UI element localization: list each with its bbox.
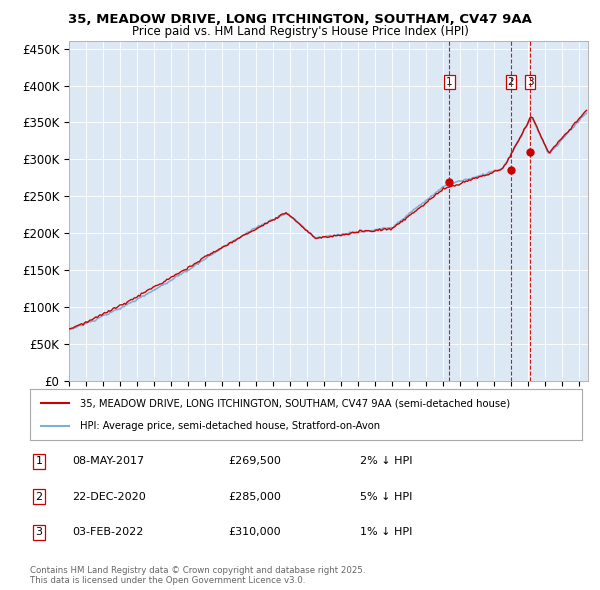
Text: 2: 2: [508, 77, 514, 87]
Text: 35, MEADOW DRIVE, LONG ITCHINGTON, SOUTHAM, CV47 9AA: 35, MEADOW DRIVE, LONG ITCHINGTON, SOUTH…: [68, 13, 532, 26]
Text: 1% ↓ HPI: 1% ↓ HPI: [360, 527, 412, 537]
Text: 22-DEC-2020: 22-DEC-2020: [72, 492, 146, 502]
Text: 03-FEB-2022: 03-FEB-2022: [72, 527, 143, 537]
Text: 5% ↓ HPI: 5% ↓ HPI: [360, 492, 412, 502]
Text: 08-MAY-2017: 08-MAY-2017: [72, 457, 144, 466]
Text: 3: 3: [35, 527, 43, 537]
Text: 1: 1: [446, 77, 452, 87]
Text: HPI: Average price, semi-detached house, Stratford-on-Avon: HPI: Average price, semi-detached house,…: [80, 421, 380, 431]
Text: 1: 1: [35, 457, 43, 466]
Text: 3: 3: [527, 77, 533, 87]
Text: 2% ↓ HPI: 2% ↓ HPI: [360, 457, 413, 466]
Text: £269,500: £269,500: [228, 457, 281, 466]
Text: £310,000: £310,000: [228, 527, 281, 537]
Text: Contains HM Land Registry data © Crown copyright and database right 2025.
This d: Contains HM Land Registry data © Crown c…: [30, 566, 365, 585]
Text: £285,000: £285,000: [228, 492, 281, 502]
Text: 35, MEADOW DRIVE, LONG ITCHINGTON, SOUTHAM, CV47 9AA (semi-detached house): 35, MEADOW DRIVE, LONG ITCHINGTON, SOUTH…: [80, 398, 510, 408]
Text: 2: 2: [35, 492, 43, 502]
Text: Price paid vs. HM Land Registry's House Price Index (HPI): Price paid vs. HM Land Registry's House …: [131, 25, 469, 38]
